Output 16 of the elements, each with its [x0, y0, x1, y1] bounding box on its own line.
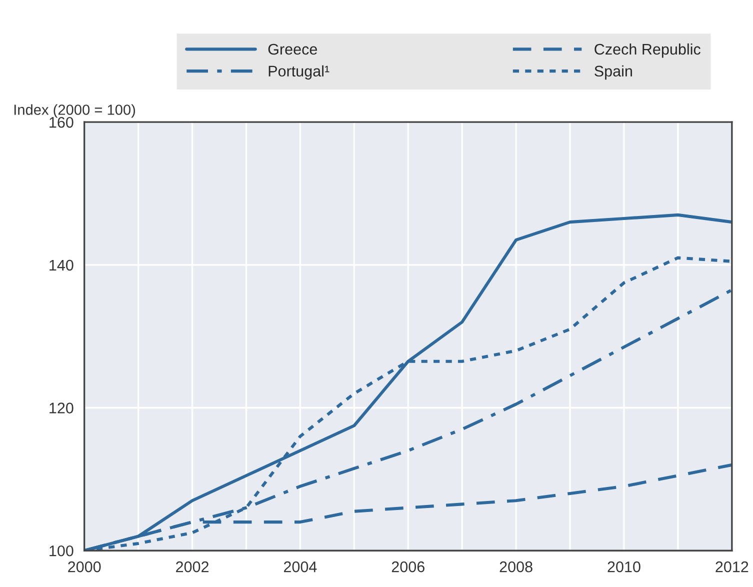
x-tick-label: 2002	[176, 561, 208, 572]
legend-label: Czech Republic	[594, 43, 700, 58]
y-tick-label: 100	[50, 545, 74, 556]
x-tick-label: 2010	[608, 561, 640, 572]
x-tick-label: 2006	[392, 561, 424, 572]
legend-label: Portugal¹	[268, 65, 330, 80]
y-tick-label: 160	[50, 116, 74, 128]
x-tick-label: 2012	[716, 561, 748, 572]
y-axis-title: Index (2000 = 100)	[14, 104, 136, 118]
y-tick-label: 120	[50, 402, 74, 414]
legend-label: Greece	[268, 44, 318, 55]
x-tick-label: 2000	[68, 561, 101, 572]
legend-label: Spain	[594, 65, 632, 80]
y-tick-label: 140	[50, 260, 74, 271]
x-tick-label: 2004	[284, 561, 317, 572]
x-tick-label: 2008	[500, 561, 532, 572]
